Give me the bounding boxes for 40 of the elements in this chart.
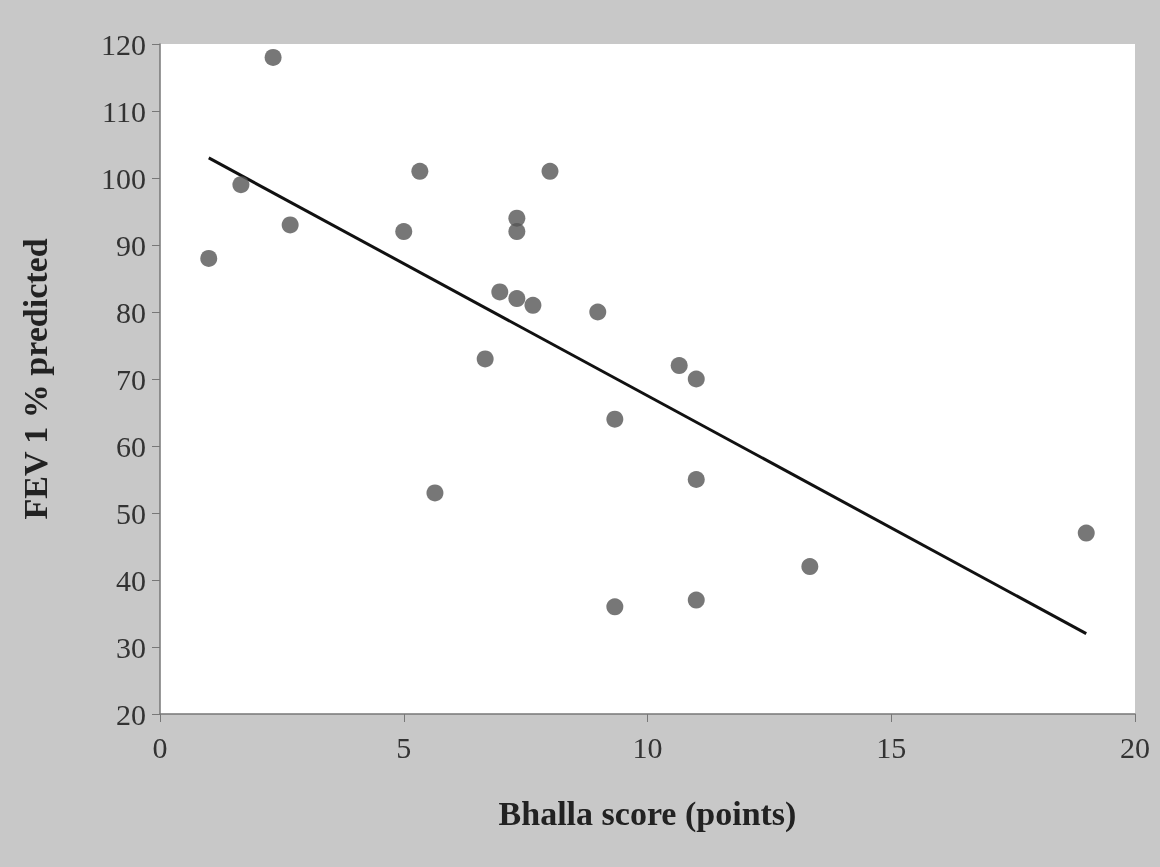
point (1077, 524, 1095, 542)
point (264, 48, 282, 66)
point (687, 370, 705, 388)
point (476, 350, 494, 368)
y-tick-label: 120 (101, 27, 146, 61)
y-tick-label: 70 (116, 362, 146, 396)
y-tick-label: 30 (116, 630, 146, 664)
x-tick-label: 5 (396, 730, 412, 764)
point (232, 176, 250, 194)
x-tick-label: 10 (632, 730, 663, 764)
point (524, 296, 542, 314)
y-tick-label: 80 (116, 295, 146, 329)
point (589, 303, 607, 321)
point (426, 484, 444, 502)
point (670, 357, 688, 375)
y-tick-label: 90 (116, 228, 146, 262)
point (801, 558, 819, 576)
point (395, 223, 413, 241)
x-tick-label: 0 (152, 730, 168, 764)
y-tick-label: 100 (101, 161, 146, 195)
point (508, 290, 526, 308)
point (687, 471, 705, 488)
point (541, 162, 559, 180)
y-tick-label: 50 (116, 496, 146, 530)
x-tick-label: 15 (876, 730, 907, 764)
point (281, 216, 299, 234)
point (606, 410, 624, 428)
point (411, 162, 429, 180)
x-tick-label: 20 (1120, 730, 1150, 764)
point (687, 591, 705, 609)
point (508, 223, 526, 241)
y-tick-label: 110 (102, 94, 146, 128)
y-tick-label: 20 (116, 697, 146, 731)
y-tick-label: 60 (116, 429, 146, 463)
y-tick-label: 40 (116, 563, 146, 597)
y-axis-title: FEV 1 % predicted (16, 238, 54, 520)
point (606, 598, 624, 616)
point (200, 249, 218, 267)
point (491, 283, 509, 301)
x-axis-title: Bhalla score (points) (498, 794, 797, 833)
